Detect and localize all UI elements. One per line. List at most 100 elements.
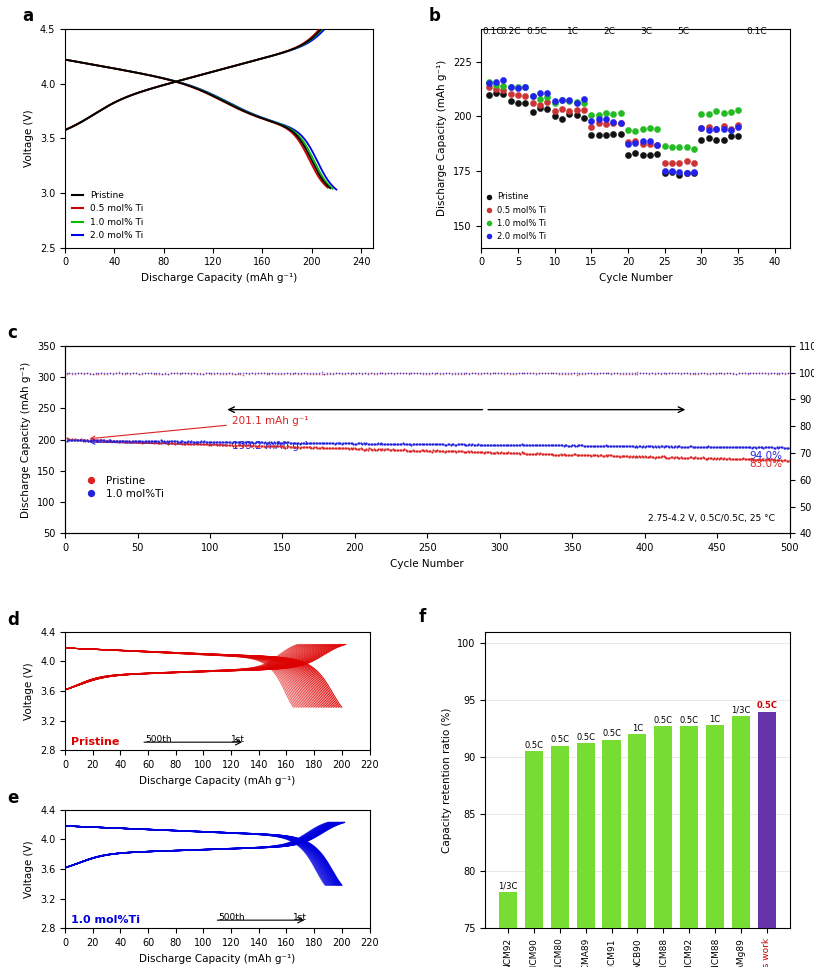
- Point: [396, 365, 409, 380]
- Point: [536, 438, 549, 454]
- Point: [511, 87, 524, 103]
- Point: [406, 436, 419, 452]
- Point: [330, 366, 343, 381]
- Point: [683, 450, 696, 465]
- Point: [148, 434, 161, 450]
- Point: [131, 433, 144, 449]
- Point: [269, 438, 282, 454]
- Point: [73, 432, 86, 448]
- Point: [505, 446, 518, 461]
- Point: [622, 438, 635, 454]
- Point: [720, 452, 733, 467]
- Point: [360, 435, 373, 451]
- Point: [647, 439, 660, 454]
- Point: [98, 433, 111, 449]
- Point: [692, 439, 705, 454]
- Point: [698, 439, 711, 454]
- Point: [270, 439, 283, 454]
- Point: [230, 438, 243, 454]
- Point: [476, 437, 489, 453]
- Point: [96, 433, 109, 449]
- Point: [235, 438, 248, 454]
- Bar: [551, 746, 569, 928]
- Point: [768, 453, 781, 468]
- Point: [569, 438, 582, 454]
- Point: [549, 438, 562, 454]
- Point: [90, 433, 103, 449]
- Point: [664, 439, 677, 454]
- Point: [651, 366, 664, 381]
- Point: [428, 436, 441, 452]
- Point: [776, 366, 789, 381]
- Point: [344, 366, 357, 381]
- Point: [660, 439, 673, 454]
- Point: [276, 435, 289, 451]
- Point: [711, 439, 724, 454]
- Point: [605, 438, 618, 454]
- Point: [125, 433, 138, 449]
- Point: [135, 433, 148, 449]
- Point: [105, 433, 118, 449]
- Point: [631, 439, 644, 454]
- Point: [770, 453, 783, 468]
- Point: [644, 449, 657, 464]
- Point: [189, 436, 202, 452]
- Point: [382, 366, 395, 381]
- Point: [683, 366, 696, 382]
- Point: [661, 451, 674, 466]
- Point: [248, 438, 261, 454]
- Point: [725, 452, 738, 467]
- Point: [330, 435, 343, 451]
- Point: [506, 366, 519, 382]
- Point: [599, 438, 612, 454]
- Point: [244, 434, 257, 450]
- Point: [306, 440, 319, 455]
- Point: [760, 440, 773, 455]
- Point: [241, 434, 254, 450]
- Point: [679, 450, 692, 465]
- Point: [588, 448, 601, 463]
- Point: [668, 439, 681, 454]
- X-axis label: Discharge Capacity (mAh g⁻¹): Discharge Capacity (mAh g⁻¹): [139, 776, 295, 785]
- Point: [579, 438, 592, 454]
- Point: [431, 443, 444, 458]
- Point: [445, 444, 458, 459]
- Point: [185, 433, 198, 449]
- Point: [600, 127, 613, 142]
- Point: [567, 366, 580, 381]
- Point: [556, 447, 569, 462]
- Point: [683, 439, 696, 454]
- Point: [194, 434, 207, 450]
- Text: 0.5C: 0.5C: [602, 729, 621, 739]
- Point: [256, 434, 269, 450]
- Point: [615, 127, 628, 142]
- Point: [343, 442, 356, 457]
- Point: [716, 452, 729, 467]
- Point: [167, 366, 180, 381]
- Point: [538, 437, 551, 453]
- Point: [470, 444, 484, 459]
- Point: [570, 438, 583, 454]
- Point: [712, 439, 725, 454]
- Point: [179, 434, 192, 450]
- Point: [273, 435, 286, 451]
- Point: [570, 366, 583, 382]
- Point: [622, 122, 635, 137]
- Point: [153, 366, 166, 382]
- Text: 199.2 mAh g⁻¹: 199.2 mAh g⁻¹: [91, 440, 309, 451]
- Point: [515, 366, 528, 381]
- Point: [651, 366, 664, 381]
- Point: [454, 436, 467, 452]
- Point: [434, 366, 447, 381]
- Point: [98, 432, 111, 448]
- Point: [341, 366, 354, 381]
- Point: [519, 79, 532, 95]
- Point: [659, 163, 672, 179]
- Point: [750, 453, 763, 468]
- Point: [718, 366, 731, 381]
- Point: [344, 435, 357, 451]
- Point: [212, 434, 225, 450]
- Point: [326, 366, 339, 381]
- Point: [770, 366, 783, 382]
- Point: [335, 366, 348, 382]
